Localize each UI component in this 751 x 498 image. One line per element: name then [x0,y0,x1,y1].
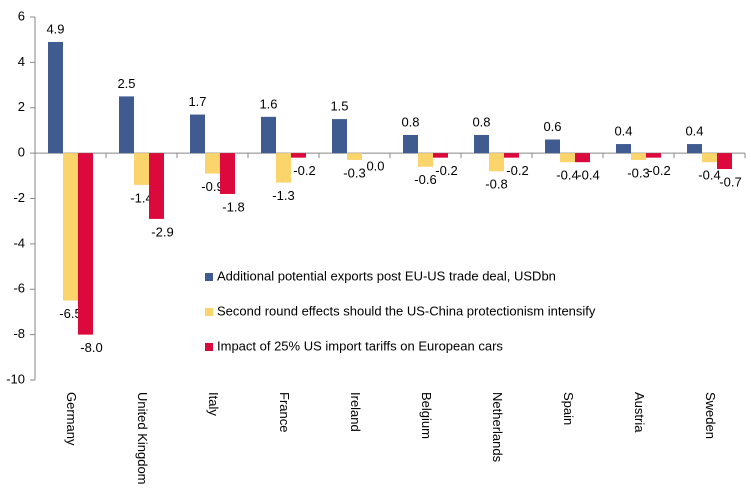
data-label: -8.0 [80,340,102,355]
data-label: -0.2 [293,163,315,178]
bar [291,153,306,158]
data-label: -0.4 [698,168,720,183]
data-label: 2.5 [117,76,135,91]
data-label: -0.3 [343,165,365,180]
x-tick-label: Italy [206,392,221,416]
legend-label: Additional potential exports post EU-US … [217,268,556,283]
bar [403,134,418,154]
bar [119,96,134,154]
data-label: -0.4 [556,168,578,183]
data-label: -0.2 [648,163,670,178]
data-label: -0.2 [435,163,457,178]
bar [433,153,448,158]
bar [48,41,63,154]
data-label: 1.7 [188,94,206,109]
bar [717,153,732,170]
bar [149,153,164,219]
legend-label: Second round effects should the US-China… [217,303,596,318]
bar [474,134,489,154]
data-label: 0.8 [472,114,490,129]
x-tick-label: Ireland [348,392,363,432]
data-label: 4.9 [46,21,64,36]
data-label: 1.6 [259,96,277,111]
y-tick-label: 4 [18,54,25,69]
x-tick-label: Sweden [703,392,718,439]
bar [702,153,717,163]
y-tick-label: -4 [13,235,25,250]
bar [616,144,631,154]
data-label: -1.4 [130,190,152,205]
data-label: -0.3 [627,165,649,180]
bar [646,153,661,158]
bar [545,139,560,154]
y-tick-label: 6 [18,8,25,23]
data-label: -0.6 [414,172,436,187]
x-tick-label: United Kingdom [135,392,150,485]
bar [190,114,205,154]
data-label: -2.9 [151,224,173,239]
bar [134,153,149,185]
y-tick-label: -2 [13,190,25,205]
data-label: 0.4 [614,123,632,138]
data-label: -0.7 [719,174,741,189]
legend-swatch [205,273,213,281]
bar [332,119,347,154]
data-label: 0.8 [401,114,419,129]
x-tick-label: Austria [632,392,647,433]
bar [347,153,362,160]
legend-label: Impact of 25% US import tariffs on Europ… [217,338,503,353]
data-label: -0.4 [577,168,599,183]
data-label: 1.5 [330,99,348,114]
y-tick-label: -8 [13,326,25,341]
x-tick-label: Belgium [419,392,434,439]
x-tick-label: Germany [64,392,79,446]
data-label: 0.6 [543,119,561,134]
data-label: 0.4 [685,123,703,138]
bar [575,153,590,163]
data-label: -0.2 [506,163,528,178]
legend-swatch [205,308,213,316]
data-label: -6.5 [59,306,81,321]
bar [560,153,575,163]
x-tick-label: Spain [561,392,576,425]
bar [504,153,519,158]
x-tick-label: Netherlands [490,392,505,463]
x-tick-label: France [277,392,292,432]
data-label: -1.3 [272,188,294,203]
data-label: -0.9 [201,179,223,194]
bar [205,153,220,174]
bar [418,153,433,167]
bar [78,153,93,335]
legend-swatch [205,343,213,351]
bar [63,153,78,301]
bar [261,116,276,154]
bar [220,153,235,194]
bar [276,153,291,183]
data-label: -1.8 [222,199,244,214]
data-label: -0.8 [485,177,507,192]
y-tick-label: 2 [18,99,25,114]
y-tick-label: -10 [6,371,25,386]
y-tick-label: 0 [18,145,25,160]
bar [489,153,504,172]
data-label: 0.0 [366,159,384,174]
bar [687,144,702,154]
bar [631,153,646,160]
y-tick-label: -6 [13,281,25,296]
